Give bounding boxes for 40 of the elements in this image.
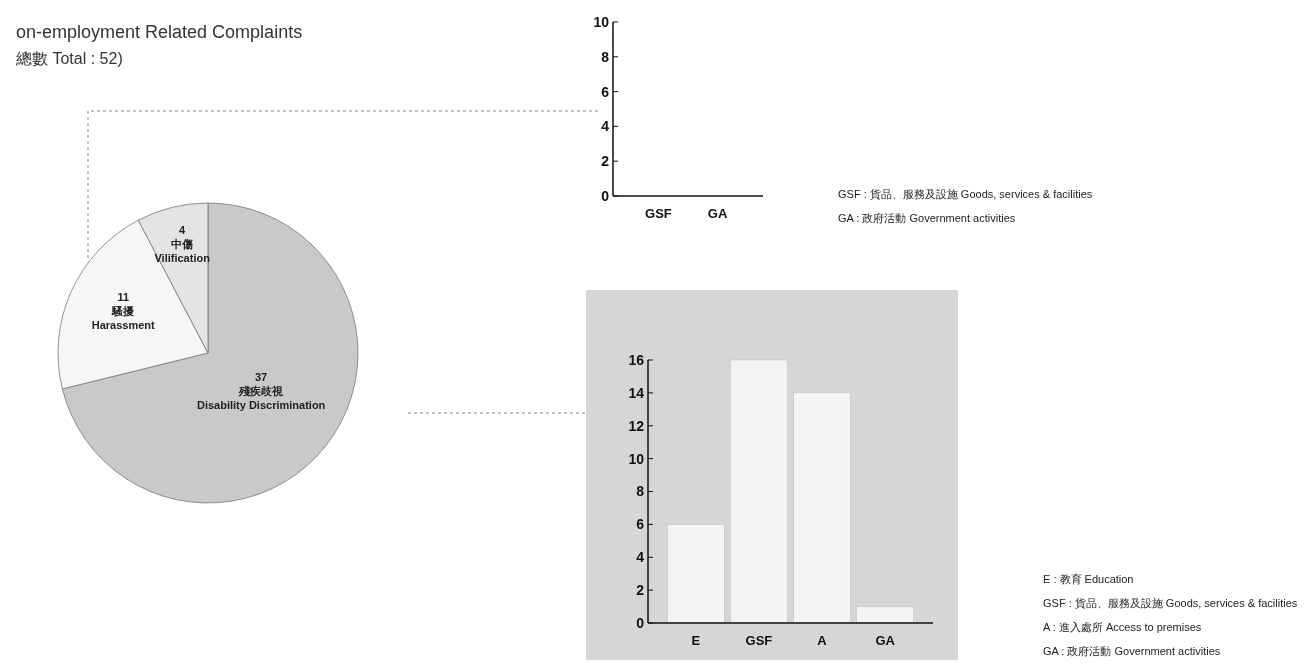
text: GA : 政府活動 Government activities (838, 212, 1016, 224)
bar (667, 524, 725, 624)
y-tick-label: 10 (628, 450, 645, 467)
slice-label: 殘疾歧視 Disability Discrimination (196, 384, 326, 411)
text: A : 進入處所 Access to premises (1043, 621, 1202, 633)
y-tick-label: 2 (601, 153, 610, 170)
data-label: 37 (255, 370, 268, 383)
data-label: 11 (117, 290, 130, 303)
y-tick-label: 14 (628, 384, 645, 401)
y-tick-label: 6 (636, 516, 645, 533)
y-tick-label: 10 (593, 13, 610, 30)
y-tick-label: 4 (601, 118, 610, 135)
chart-subtitle: 總數 Total : 52) (15, 50, 123, 67)
bar (856, 606, 914, 624)
x-tick-label: GA (707, 206, 728, 221)
text: GSF : 貨品、服務及設施 Goods, services & facilities (838, 188, 1093, 200)
data-label: 4 (179, 224, 187, 237)
bar (730, 359, 788, 624)
slice-label: 騷擾 Harassment (91, 304, 156, 331)
y-tick-label: 0 (601, 187, 610, 204)
bar (793, 392, 851, 624)
y-tick-label: 16 (628, 351, 645, 368)
y-tick-label: 0 (636, 614, 645, 631)
chart-title: on-employment Related Complaints (16, 22, 303, 42)
x-tick-label: GA (875, 633, 896, 648)
x-tick-label: E (691, 633, 701, 648)
y-tick-label: 8 (601, 48, 610, 65)
slice-label: 中傷 Vilification (154, 238, 211, 265)
y-tick-label: 12 (628, 417, 645, 434)
y-tick-label: 2 (636, 582, 645, 599)
y-tick-label: 6 (601, 83, 610, 100)
text: GA : 政府活動 Government activities (1043, 645, 1221, 657)
text: GSF : 貨品、服務及設施 Goods, services & facilities (1043, 597, 1298, 609)
text: E : 教育 Education (1043, 573, 1134, 585)
y-tick-label: 8 (636, 483, 645, 500)
x-tick-label: GSF (745, 633, 773, 648)
x-tick-label: A (817, 633, 828, 648)
y-tick-label: 4 (636, 549, 645, 566)
x-tick-label: GSF (645, 206, 672, 221)
pie-slice (61, 202, 359, 504)
